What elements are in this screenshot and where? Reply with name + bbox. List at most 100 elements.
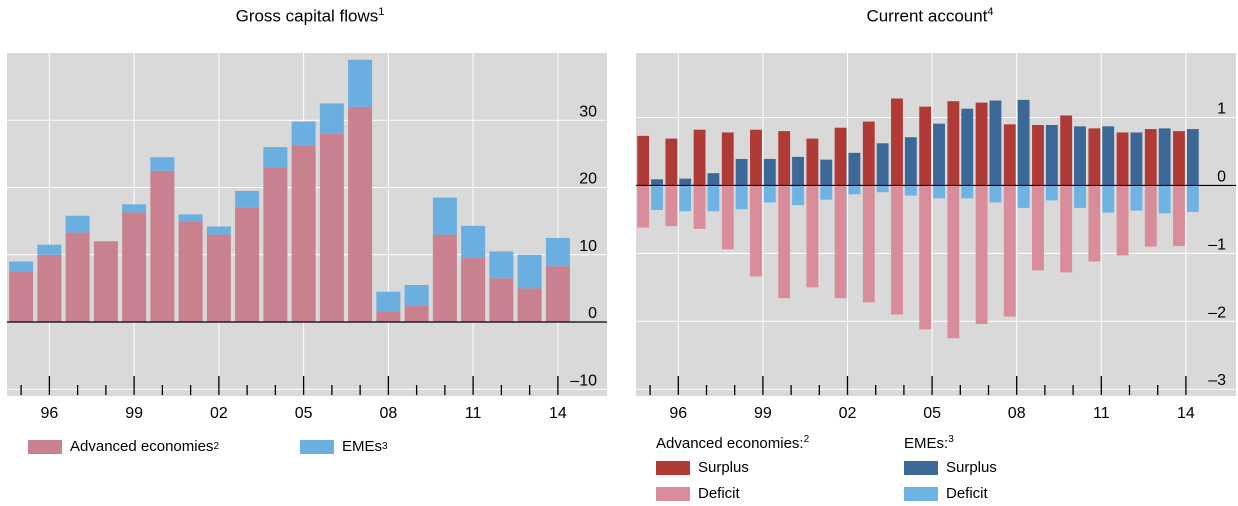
legend-heading-advanced-footnote: 2 bbox=[803, 434, 810, 445]
right-bar-eme-deficit bbox=[904, 185, 917, 196]
right-bar-adv-surplus bbox=[750, 129, 762, 186]
left-bar-advanced bbox=[545, 266, 570, 323]
right-bar-adv-surplus bbox=[1060, 115, 1073, 186]
right-bar-adv-deficit bbox=[778, 185, 791, 299]
right-bar-adv-deficit bbox=[637, 185, 650, 228]
right-bar-adv-deficit bbox=[1144, 185, 1157, 247]
left-bar-advanced bbox=[291, 145, 316, 323]
right-bar-adv-deficit bbox=[919, 185, 932, 330]
left-xtick-label: 02 bbox=[210, 405, 228, 422]
right-bar-eme-surplus bbox=[933, 123, 945, 186]
legend-swatch-adv-deficit bbox=[656, 486, 690, 501]
right-bar-eme-surplus bbox=[1102, 126, 1115, 186]
right-bar-eme-deficit bbox=[1130, 185, 1143, 211]
right-bar-adv-surplus bbox=[806, 138, 819, 186]
left-xtick-label: 96 bbox=[40, 405, 58, 422]
legend-item-eme-deficit: Deficit bbox=[904, 485, 988, 502]
left-xtick-label: 05 bbox=[295, 405, 313, 422]
right-bar-adv-deficit bbox=[1060, 185, 1073, 273]
right-bar-adv-deficit bbox=[834, 185, 847, 299]
left-bar-emes bbox=[348, 59, 373, 107]
right-bar-eme-deficit bbox=[1045, 185, 1058, 201]
left-bar-advanced bbox=[319, 133, 344, 323]
right-bar-adv-surplus bbox=[834, 127, 847, 186]
right-xtick-label: 99 bbox=[754, 405, 772, 422]
right-bar-eme-deficit bbox=[651, 185, 663, 210]
legend-heading-advanced: Advanced economies:2 bbox=[656, 434, 809, 452]
legend-label-adv-surplus: Surplus bbox=[698, 459, 749, 476]
legend-item-adv-deficit: Deficit bbox=[656, 485, 740, 502]
right-bar-adv-surplus bbox=[665, 138, 678, 186]
right-title-text: Current account bbox=[866, 6, 988, 26]
right-bar-adv-surplus bbox=[975, 102, 988, 186]
left-bar-advanced bbox=[206, 234, 231, 323]
left-bar-advanced bbox=[376, 311, 401, 323]
legend-swatch-emes bbox=[300, 439, 334, 454]
left-ytick-label: –10 bbox=[570, 372, 597, 389]
left-bar-advanced bbox=[461, 258, 486, 323]
left-xtick-label: 99 bbox=[125, 405, 143, 422]
right-xtick-label: 96 bbox=[669, 405, 687, 422]
right-xtick-label: 08 bbox=[1008, 405, 1026, 422]
right-bar-adv-deficit bbox=[1088, 185, 1101, 262]
right-bar-adv-surplus bbox=[1088, 128, 1101, 186]
right-bar-eme-surplus bbox=[1130, 132, 1143, 186]
left-title-text: Gross capital flows bbox=[235, 6, 379, 26]
right-bar-eme-deficit bbox=[933, 185, 945, 199]
left-bar-emes bbox=[263, 147, 288, 168]
left-bar-emes bbox=[517, 254, 542, 289]
right-bar-eme-deficit bbox=[820, 185, 833, 200]
left-ytick-label: 20 bbox=[579, 171, 597, 188]
legend-item-emes: EMEs 3 bbox=[300, 438, 388, 455]
right-bar-eme-deficit bbox=[1102, 185, 1115, 213]
right-bar-adv-deficit bbox=[947, 185, 960, 339]
right-ytick-label: –3 bbox=[1208, 372, 1226, 389]
legend-item-eme-surplus: Surplus bbox=[904, 459, 997, 476]
left-bar-emes bbox=[150, 157, 175, 171]
right-bar-adv-surplus bbox=[891, 98, 903, 186]
right-bar-eme-surplus bbox=[1158, 128, 1171, 186]
left-bar-advanced bbox=[432, 234, 457, 323]
left-bar-emes bbox=[376, 291, 401, 312]
left-bar-advanced bbox=[178, 221, 203, 323]
left-bar-advanced bbox=[235, 207, 260, 323]
right-bar-eme-surplus bbox=[792, 156, 804, 186]
left-bar-advanced bbox=[9, 271, 34, 323]
left-xtick-label: 08 bbox=[379, 405, 397, 422]
right-bar-eme-surplus bbox=[1017, 99, 1030, 186]
legend-swatch-advanced bbox=[28, 439, 62, 454]
legend-heading-emes-footnote: 3 bbox=[948, 434, 954, 445]
left-bar-advanced bbox=[263, 167, 288, 323]
right-bar-adv-deficit bbox=[721, 185, 734, 250]
right-bar-adv-deficit bbox=[975, 185, 988, 325]
right-bar-eme-deficit bbox=[848, 185, 861, 195]
legend-heading-emes: EMEs:3 bbox=[904, 434, 954, 452]
left-bar-advanced bbox=[93, 241, 118, 323]
right-bar-adv-deficit bbox=[693, 185, 706, 229]
legend-label-eme-deficit: Deficit bbox=[946, 485, 988, 502]
right-bar-eme-deficit bbox=[735, 185, 748, 210]
right-bar-eme-surplus bbox=[1074, 126, 1086, 186]
left-bar-emes bbox=[37, 244, 62, 255]
left-bar-advanced bbox=[517, 288, 542, 323]
left-bar-emes bbox=[235, 190, 260, 208]
right-bar-adv-deficit bbox=[1173, 185, 1185, 246]
right-bar-adv-surplus bbox=[862, 121, 875, 186]
right-bar-eme-deficit bbox=[876, 185, 889, 193]
right-bar-eme-surplus bbox=[763, 158, 776, 186]
right-bar-adv-surplus bbox=[637, 135, 650, 186]
left-chart-title: Gross capital flows1 bbox=[140, 6, 480, 27]
right-bar-eme-deficit bbox=[1017, 185, 1030, 208]
right-ytick-label: –1 bbox=[1208, 236, 1226, 253]
right-bar-eme-deficit bbox=[763, 185, 776, 203]
left-bar-emes bbox=[319, 103, 344, 134]
right-bar-eme-surplus bbox=[820, 159, 833, 186]
left-bar-emes bbox=[545, 237, 570, 267]
left-chart: –10 0 10 20 30 96 99 02 05 08 11 14 bbox=[7, 53, 607, 422]
legend-heading-emes-text: EMEs: bbox=[904, 435, 949, 452]
right-bar-adv-surplus bbox=[693, 129, 706, 186]
left-bar-emes bbox=[404, 285, 429, 306]
right-bar-eme-deficit bbox=[792, 185, 804, 206]
legend-heading-advanced-text: Advanced economies: bbox=[656, 435, 804, 452]
